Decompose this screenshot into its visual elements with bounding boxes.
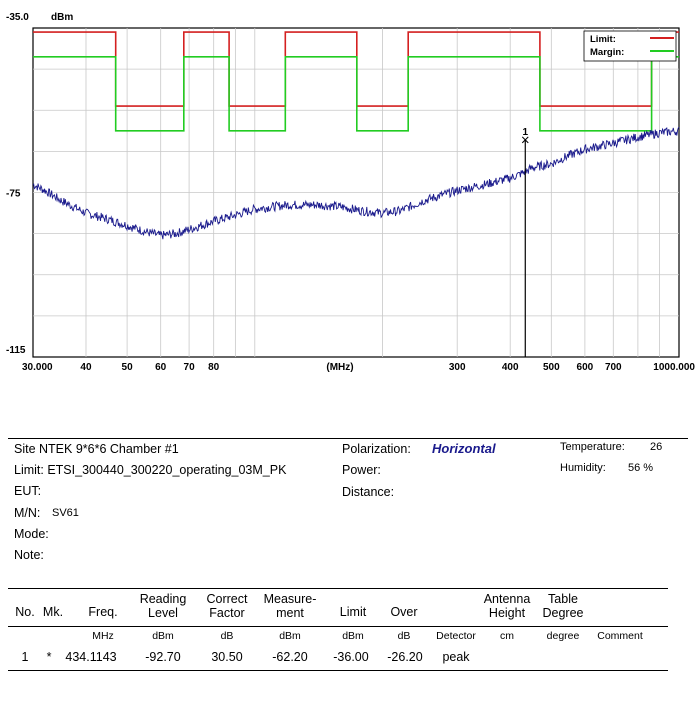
distance-label: Distance: bbox=[342, 485, 395, 499]
unit-reading: dBm bbox=[152, 630, 174, 642]
marker-label: 1 bbox=[522, 127, 528, 138]
col-reading-header-line1: Reading bbox=[139, 592, 187, 606]
cell-correct: 30.50 bbox=[211, 650, 243, 664]
col-antenna-header-line1: Antenna bbox=[483, 592, 531, 606]
col-freq-header: Freq. bbox=[88, 605, 118, 619]
x-tick-label: 40 bbox=[80, 362, 92, 373]
x-tick-label: 700 bbox=[605, 362, 622, 373]
series-line-measurement bbox=[32, 126, 680, 240]
col-correct-header: Correct Factor bbox=[196, 592, 258, 620]
series-line-limit bbox=[33, 31, 679, 107]
x-tick-label: 400 bbox=[502, 362, 519, 373]
x-tick-label: 30.000 bbox=[22, 362, 53, 373]
col-limit-header: Limit bbox=[339, 605, 367, 619]
power-label: Power: bbox=[342, 463, 381, 477]
y-axis-top-label: -35.0 bbox=[6, 12, 29, 23]
temperature-label: Temperature: bbox=[560, 441, 625, 453]
note-label: Note: bbox=[14, 548, 44, 562]
x-tick-label: 80 bbox=[208, 362, 220, 373]
temperature-value: 26 bbox=[650, 441, 663, 453]
cell-measurement: -62.20 bbox=[272, 650, 308, 664]
cell-freq: 434.1143 bbox=[65, 650, 117, 664]
humidity-label: Humidity: bbox=[560, 462, 606, 474]
table-header-line bbox=[8, 626, 668, 627]
legend-box bbox=[583, 30, 677, 62]
x-tick-label: 300 bbox=[449, 362, 466, 373]
unit-detector: Detector bbox=[436, 630, 476, 642]
y-tick-label: -75 bbox=[6, 189, 21, 200]
col-correct-header-line1: Correct bbox=[206, 592, 248, 606]
table-bottom-line bbox=[8, 670, 668, 671]
col-table-header: Table Degree bbox=[534, 592, 592, 620]
emission-chart: -75 -115 30.000 40 50 60 70 80 300 400 500 600 700 10… bbox=[6, 27, 695, 373]
col-no-header: No. bbox=[15, 605, 35, 619]
x-tick-label: 500 bbox=[543, 362, 560, 373]
humidity-value: 56 % bbox=[628, 462, 654, 474]
col-measurement-header-line1: Measure- bbox=[263, 592, 317, 606]
col-measurement-header: Measure-ment bbox=[258, 592, 322, 620]
col-measurement-header-line2: ment bbox=[276, 606, 304, 620]
mn-value: SV61 bbox=[52, 507, 79, 519]
unit-measurement: dBm bbox=[279, 630, 301, 642]
table-top-line bbox=[8, 588, 668, 589]
series-line-margin bbox=[33, 55, 679, 132]
col-reading-header-line2: Level bbox=[148, 606, 178, 620]
legend-entry: Margin: bbox=[590, 47, 624, 58]
cell-mk: * bbox=[46, 650, 52, 664]
cell-no: 1 bbox=[21, 650, 29, 664]
col-antenna-header-line2: Height bbox=[488, 606, 526, 620]
col-antenna-header: Antenna Height bbox=[476, 592, 538, 620]
unit-limit: dBm bbox=[342, 630, 364, 642]
col-over-header: Over bbox=[390, 605, 418, 619]
col-table-header-line2: Degree bbox=[542, 606, 584, 620]
limit-info: Limit: ETSI_300440_300220_operating_03M_… bbox=[14, 463, 287, 477]
polarization-label: Polarization: bbox=[342, 442, 411, 456]
unit-antenna: cm bbox=[500, 630, 514, 642]
unit-over: dB bbox=[397, 630, 411, 642]
col-mk-header: Mk. bbox=[42, 605, 64, 619]
unit-table: degree bbox=[546, 630, 580, 642]
col-reading-header: Reading Level bbox=[132, 592, 194, 620]
cell-over: -26.20 bbox=[387, 650, 423, 664]
legend-entry: Limit: bbox=[590, 34, 616, 45]
marker-x-2 bbox=[521, 136, 529, 144]
x-tick-label: 60 bbox=[155, 362, 167, 373]
site-info: Site NTEK 9*6*6 Chamber #1 bbox=[14, 442, 179, 456]
mode-label: Mode: bbox=[14, 527, 49, 541]
mn-label: M/N: bbox=[14, 506, 41, 520]
cell-reading: -92.70 bbox=[145, 650, 181, 664]
x-tick-label: 50 bbox=[122, 362, 134, 373]
y-tick-label: -115 bbox=[6, 345, 26, 356]
unit-comment: Comment bbox=[597, 630, 643, 642]
x-tick-label: 600 bbox=[577, 362, 594, 373]
y-axis-unit: dBm bbox=[51, 12, 74, 23]
unit-correct: dB bbox=[220, 630, 234, 642]
cell-detector: peak bbox=[442, 650, 470, 664]
unit-freq: MHz bbox=[92, 630, 114, 642]
x-tick-label: 1000.000 bbox=[653, 362, 695, 373]
polarization-value: Horizontal bbox=[432, 441, 496, 456]
divider-top bbox=[8, 438, 688, 439]
col-correct-header-line2: Factor bbox=[209, 606, 245, 620]
x-axis-unit: (MHz) bbox=[326, 362, 353, 373]
x-tick-label: 70 bbox=[184, 362, 196, 373]
cell-limit: -36.00 bbox=[333, 650, 369, 664]
eut-label: EUT: bbox=[14, 484, 42, 498]
col-table-header-line1: Table bbox=[548, 592, 578, 606]
